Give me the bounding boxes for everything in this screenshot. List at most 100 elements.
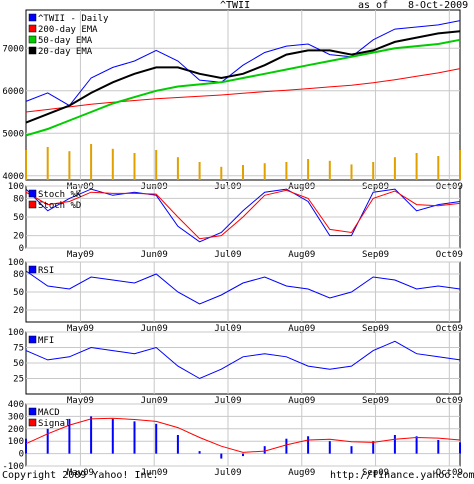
x-tick-label: May09 bbox=[67, 468, 94, 478]
x-tick-label: May09 bbox=[67, 324, 94, 334]
volume-bar bbox=[68, 151, 71, 180]
y-tick-label: 400 bbox=[8, 400, 24, 410]
y-tick-label: 50 bbox=[13, 213, 24, 223]
x-tick-label: Jun09 bbox=[141, 396, 168, 406]
x-tick-label: Jul09 bbox=[214, 250, 241, 260]
panel-rsi: 20 50 80 100 May09 Jun09 Jul09 Aug09 Sep09 Oct09 R… bbox=[8, 258, 463, 334]
x-tick-label: Jul09 bbox=[214, 396, 241, 406]
volume-bar bbox=[198, 162, 201, 180]
signal-line bbox=[25, 417, 461, 453]
volume-bar bbox=[46, 147, 49, 180]
y-tick-label: 6000 bbox=[2, 87, 24, 97]
volume-bar bbox=[176, 157, 179, 180]
series-line-50-day-ema bbox=[25, 38, 461, 137]
legend-swatch bbox=[28, 46, 37, 55]
legend-swatch bbox=[28, 418, 37, 427]
volume-bar bbox=[263, 163, 266, 180]
volume-bar bbox=[133, 153, 136, 180]
y-tick-label: 100 bbox=[8, 437, 24, 447]
copyright-text: Copyright 2009 Yahoo! Inc. bbox=[2, 470, 159, 481]
legend-label: MFI bbox=[38, 336, 54, 346]
legend-swatch bbox=[28, 407, 37, 416]
y-tick-label: 25 bbox=[13, 375, 24, 385]
volume-bar bbox=[155, 150, 158, 180]
volume-bar bbox=[350, 164, 353, 180]
panel-macd: -100 0 100 200 300 400 May09 Jun09 Jul09 Aug09 Sep… bbox=[2, 400, 463, 478]
source-url[interactable]: http://finance.yahoo.com/ bbox=[330, 470, 474, 481]
as-of-date: 8-Oct-2009 bbox=[408, 0, 469, 11]
series-line-stoch-k bbox=[25, 188, 461, 243]
volume-bar bbox=[242, 165, 244, 180]
legend-swatch bbox=[28, 13, 37, 22]
series-line-20-day-ema bbox=[25, 30, 461, 124]
volume-bar bbox=[111, 148, 114, 180]
legend-swatch bbox=[28, 265, 37, 274]
series-line-200-day-ema bbox=[25, 68, 461, 113]
y-tick-label: 20 bbox=[13, 306, 24, 316]
legend-swatch bbox=[28, 200, 37, 209]
x-tick-label: Jun09 bbox=[141, 324, 168, 334]
volume-bar bbox=[220, 166, 223, 180]
y-tick-label: 80 bbox=[13, 270, 24, 280]
legend-label: MACD bbox=[38, 408, 60, 418]
x-tick-label: Aug09 bbox=[288, 250, 315, 260]
y-tick-label: 100 bbox=[8, 258, 24, 268]
volume-bar bbox=[307, 159, 310, 180]
y-tick-label: 50 bbox=[13, 359, 24, 369]
legend-label: RSI bbox=[38, 266, 54, 276]
legend-label: Signal bbox=[38, 419, 71, 429]
x-tick-label: Jun09 bbox=[141, 250, 168, 260]
x-tick-label: Aug09 bbox=[288, 468, 315, 478]
x-tick-label: Aug09 bbox=[288, 324, 315, 334]
legend-label: 200-day EMA bbox=[38, 25, 98, 35]
y-tick-label: 100 bbox=[8, 182, 24, 192]
y-tick-label: 50 bbox=[13, 288, 24, 298]
x-tick-label: Sep09 bbox=[362, 250, 389, 260]
y-tick-label: 0 bbox=[19, 450, 24, 460]
legend-label: Stoch %K bbox=[38, 190, 82, 200]
x-tick-label: Oct09 bbox=[436, 468, 463, 478]
x-tick-label: Oct09 bbox=[436, 250, 463, 260]
volume-bar bbox=[393, 157, 396, 180]
y-tick-label: 200 bbox=[8, 425, 24, 435]
volume-bar bbox=[415, 153, 418, 180]
x-tick-label: Sep09 bbox=[362, 396, 389, 406]
y-tick-label: 100 bbox=[8, 328, 24, 338]
x-tick-label: Jun09 bbox=[141, 468, 168, 478]
x-tick-label: Jul09 bbox=[214, 468, 241, 478]
volume-bar bbox=[25, 150, 27, 180]
y-tick-label: -100 bbox=[2, 462, 24, 472]
series-line-rsi bbox=[25, 270, 461, 305]
panel-mfi: 25 50 75 100 May09 Jun09 Jul09 Aug09 Sep09 Oct09 M… bbox=[8, 328, 463, 406]
y-tick-label: 0 bbox=[19, 244, 24, 254]
y-tick-label: 75 bbox=[13, 344, 24, 354]
legend-swatch bbox=[28, 189, 37, 198]
y-tick-label: 5000 bbox=[2, 129, 24, 139]
x-tick-label: Oct09 bbox=[436, 396, 463, 406]
y-tick-label: 4000 bbox=[2, 172, 24, 182]
volume-bar bbox=[285, 162, 288, 180]
series-line-stoch-d bbox=[25, 189, 461, 240]
volume-bar bbox=[372, 162, 375, 180]
legend-label: 20-day EMA bbox=[38, 47, 93, 57]
y-tick-label: 80 bbox=[13, 194, 24, 204]
series-line-mfi bbox=[25, 340, 461, 380]
y-tick-label: 20 bbox=[13, 232, 24, 242]
volume-bar bbox=[90, 144, 93, 180]
legend-swatch bbox=[28, 335, 37, 344]
x-tick-label: Oct09 bbox=[436, 324, 463, 334]
volume-bar bbox=[328, 160, 331, 180]
legend-swatch bbox=[28, 24, 37, 33]
volume-bar bbox=[459, 150, 461, 180]
x-tick-label: Aug09 bbox=[288, 396, 315, 406]
x-tick-label: Jul09 bbox=[214, 324, 241, 334]
as-of-label: as of bbox=[358, 0, 389, 11]
chart-ticker: ^TWII bbox=[220, 0, 251, 11]
x-tick-label: Sep09 bbox=[362, 324, 389, 334]
y-tick-label: 7000 bbox=[2, 44, 24, 54]
x-tick-label: May09 bbox=[67, 396, 94, 406]
volume-bar bbox=[437, 156, 440, 180]
